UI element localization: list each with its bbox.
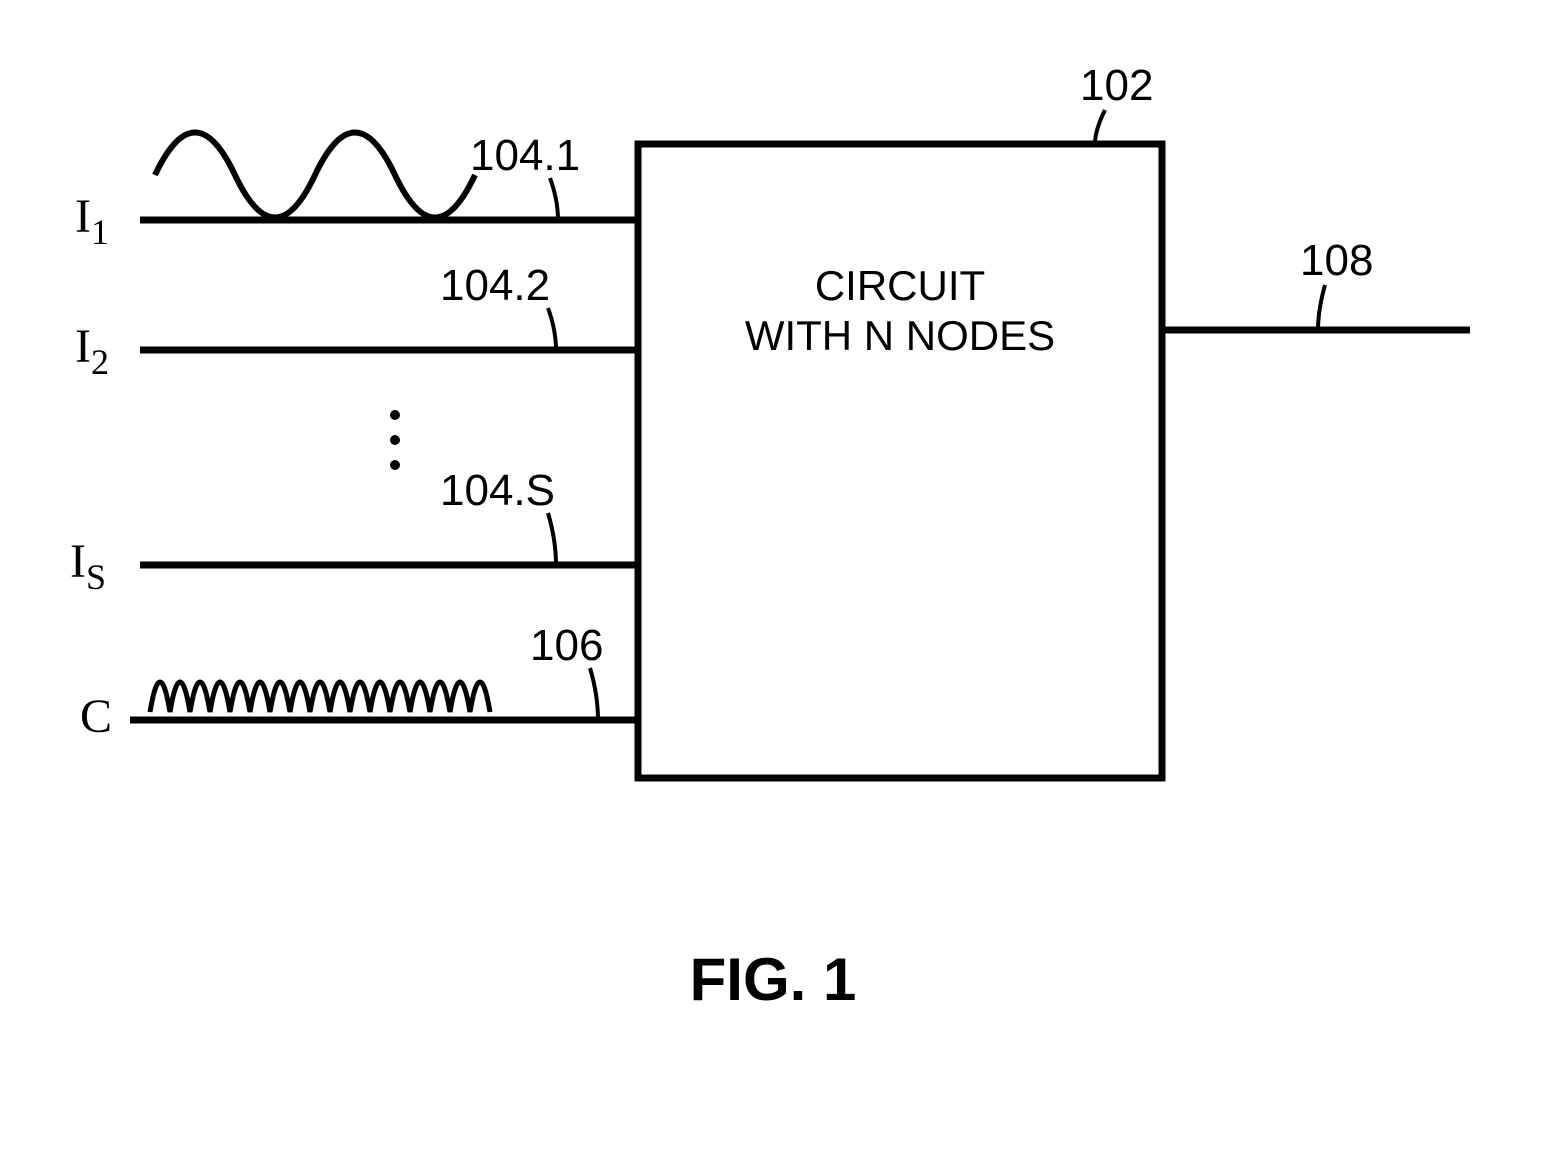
ref-106: 106 bbox=[530, 621, 603, 670]
input-label-i2: I2 bbox=[75, 320, 109, 382]
ref-108-leader bbox=[1318, 285, 1325, 330]
sine-wave bbox=[155, 133, 475, 218]
input-label-i1: I1 bbox=[75, 190, 109, 252]
input-i1-sub: 1 bbox=[91, 212, 109, 252]
input-i1-main: I bbox=[75, 190, 91, 243]
circuit-box-text-line1: CIRCUIT bbox=[815, 262, 985, 309]
ref-104-s-leader bbox=[548, 513, 556, 565]
fast-wave bbox=[150, 682, 490, 712]
ref-104-2: 104.2 bbox=[440, 261, 550, 310]
input-i2-sub: 2 bbox=[91, 342, 109, 382]
circuit-box-text-line2: WITH N NODES bbox=[745, 312, 1055, 359]
figure-title: FIG. 1 bbox=[690, 946, 857, 1013]
circuit-box bbox=[638, 144, 1162, 778]
ellipsis-dot bbox=[390, 460, 400, 470]
ellipsis-dot bbox=[390, 435, 400, 445]
input-is-sub: S bbox=[86, 557, 106, 597]
input-label-c: C bbox=[80, 690, 112, 743]
input-i2-main: I bbox=[75, 320, 91, 373]
ref-102-leader bbox=[1095, 110, 1105, 144]
ref-106-leader bbox=[590, 668, 598, 720]
ref-104-2-leader bbox=[548, 308, 556, 350]
ref-104-1-leader bbox=[550, 178, 558, 220]
ref-104-s: 104.S bbox=[440, 466, 555, 515]
ellipsis-dot bbox=[390, 410, 400, 420]
ref-108: 108 bbox=[1300, 236, 1373, 285]
ref-104-1: 104.1 bbox=[470, 131, 580, 180]
ref-102: 102 bbox=[1080, 61, 1153, 110]
input-label-is: IS bbox=[70, 535, 106, 597]
input-is-main: I bbox=[70, 535, 86, 588]
